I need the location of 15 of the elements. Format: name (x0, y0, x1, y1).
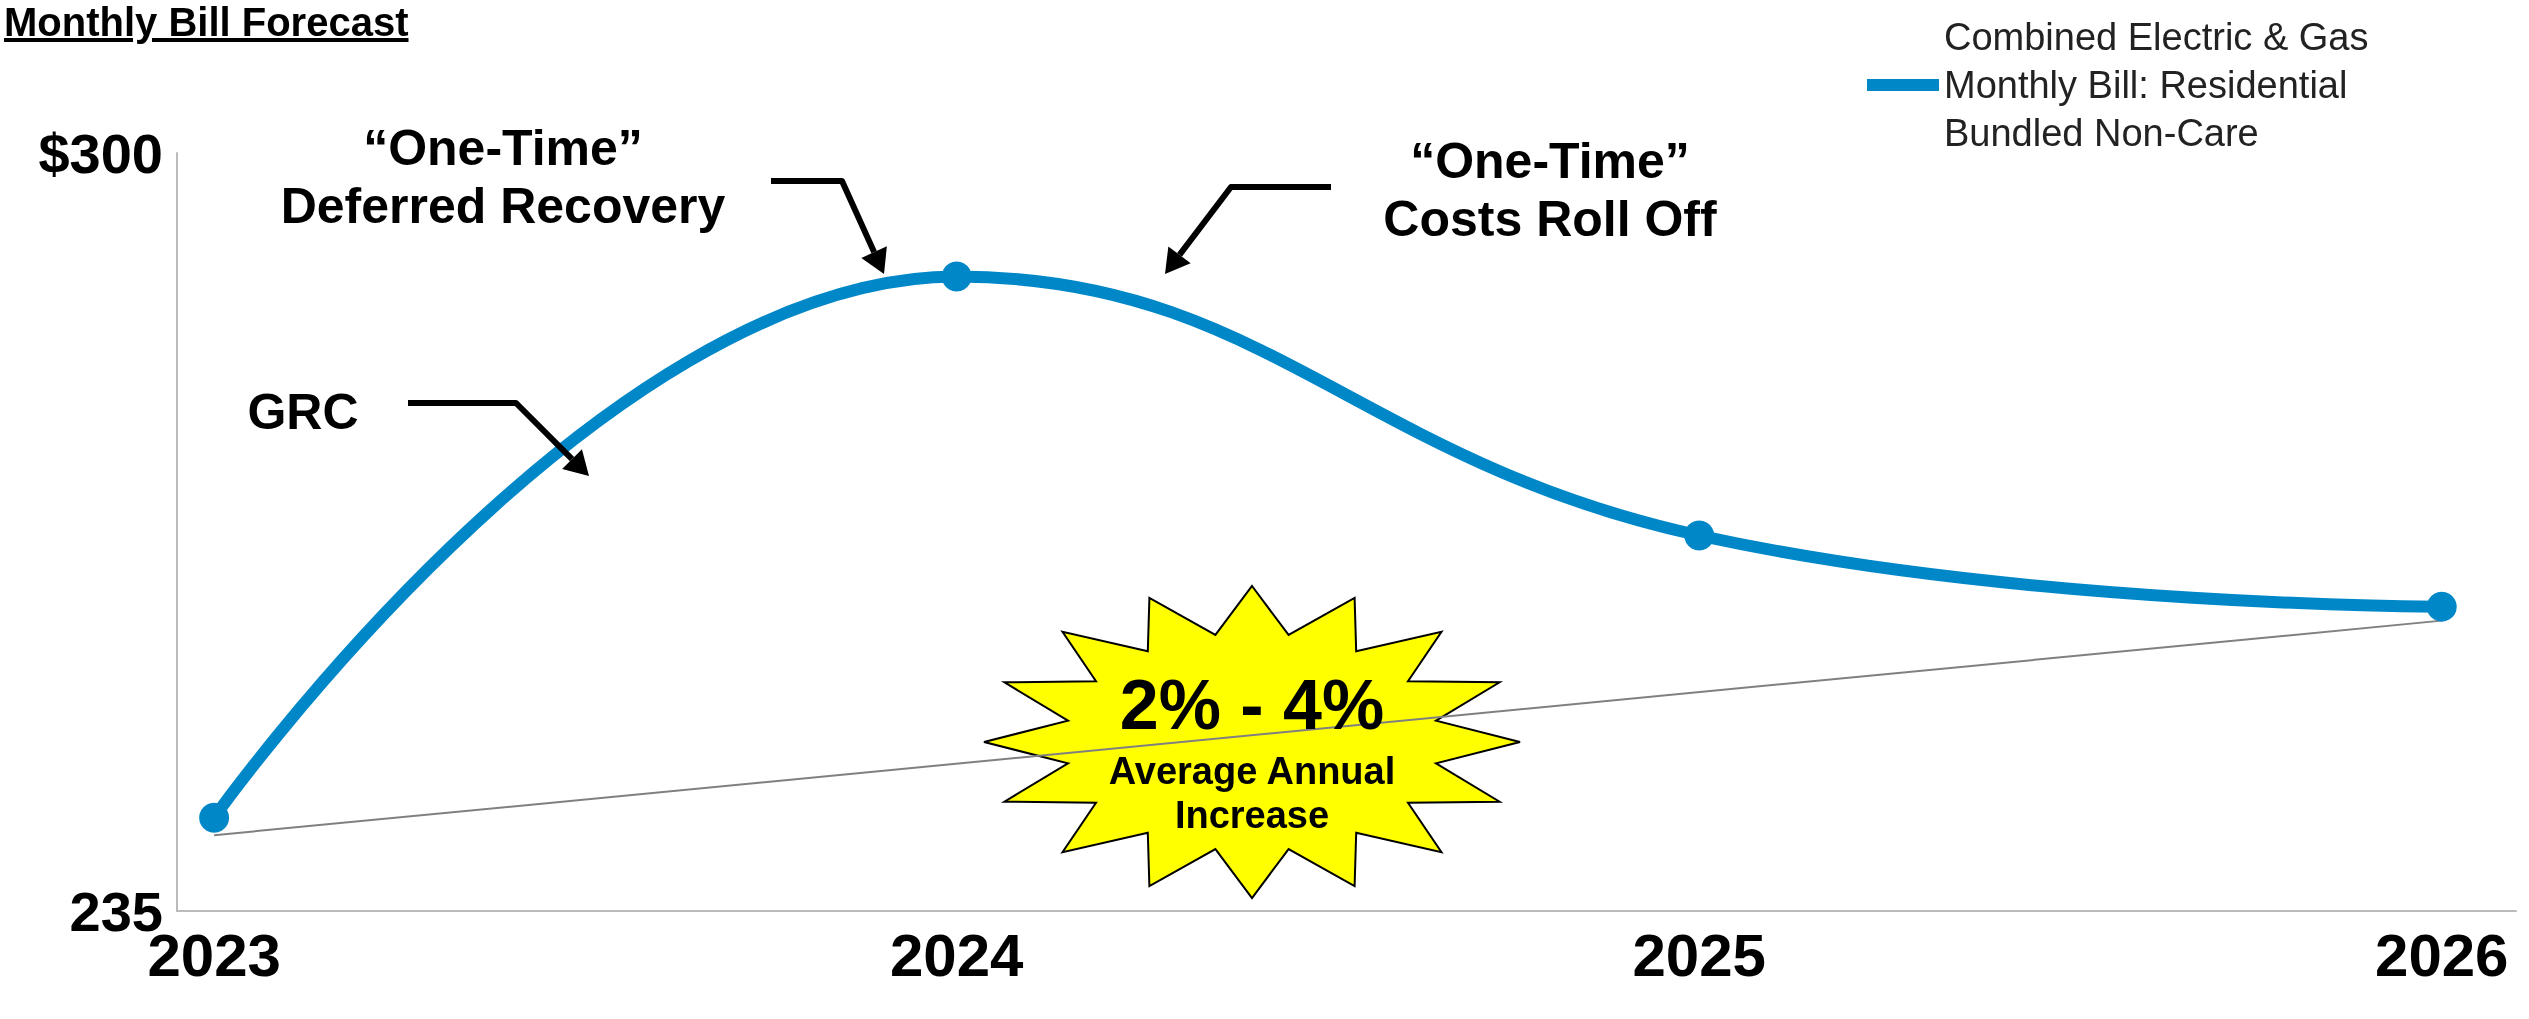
y-tick-label: $300 (38, 121, 163, 185)
annotation: GRC (247, 384, 359, 442)
point (1684, 520, 1715, 551)
chart-title: Monthly Bill Forecast (4, 0, 409, 45)
annotation: “One-Time” Deferred Recovery (280, 119, 726, 235)
x-tick-label: 2026 (2375, 921, 2509, 989)
legend-label: Combined Electric & Gas Monthly Bill: Residential Bundled Non-Care (1944, 16, 2380, 154)
x-tick-label: 2024 (889, 921, 1025, 989)
annotation: “One-Time” Costs Roll Off (1383, 132, 1717, 248)
annotation: Average Annual Increase (1108, 750, 1396, 838)
x-tick-label: 2025 (1632, 921, 1766, 989)
point (2426, 591, 2457, 622)
point (199, 802, 230, 833)
point (941, 261, 972, 292)
annotation: 2% - 4% (1119, 664, 1385, 746)
